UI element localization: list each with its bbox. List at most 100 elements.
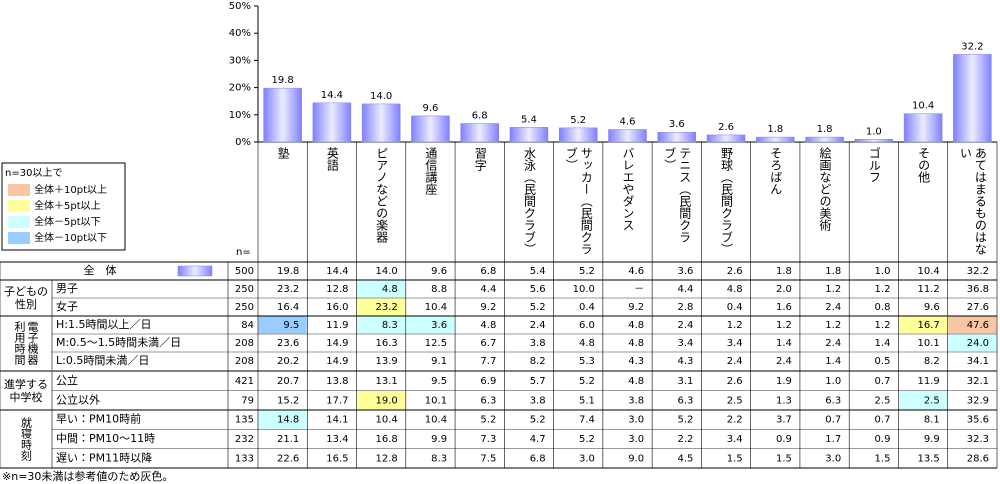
cell-value: 12.8 [376, 453, 398, 464]
cell-value: 4.8 [628, 320, 644, 331]
legend-label: 全体－10pt以下 [34, 231, 107, 244]
n-value: 250 [235, 284, 254, 295]
cell-value: 9.5 [283, 320, 299, 331]
cell-value: 3.4 [727, 434, 743, 445]
cell-value: 7.7 [480, 356, 496, 367]
cell-value: 3.6 [677, 266, 693, 277]
cell-value: 32.2 [967, 266, 989, 277]
category-label-text: 水泳（民間クラブ） [522, 147, 537, 255]
category-label: 塾 [258, 147, 307, 257]
cell-value: 0.7 [875, 376, 891, 387]
cell-highlight [898, 316, 948, 334]
bar [460, 123, 499, 143]
bar [805, 136, 844, 143]
total-bar-icon [177, 265, 213, 277]
cell-value: 36.8 [967, 284, 989, 295]
cell-value: 20.2 [277, 356, 299, 367]
category-label-text: 習字 [473, 147, 488, 171]
cell-value: 5.2 [677, 415, 693, 426]
cell-value: 6.8 [480, 266, 496, 277]
n-value: 208 [235, 338, 254, 349]
group-label: 電子機器利用時間 [0, 316, 52, 370]
cell-value: 1.0 [875, 266, 891, 277]
cell-value: 5.6 [530, 284, 546, 295]
bar-value-label: 10.4 [912, 101, 934, 112]
cell-value: 2.8 [677, 302, 693, 313]
bar-value-label: 9.6 [422, 103, 438, 114]
category-label: ピアノなどの楽器 [357, 147, 406, 257]
cell-value: 8.1 [924, 415, 940, 426]
category-label: サッカー（民間クラブ） [554, 147, 603, 257]
cell-value: 1.2 [825, 284, 841, 295]
row-label: 早い：PM10時前 [56, 412, 141, 426]
legend-title: n=30以上で [5, 167, 62, 179]
cell-value: 2.4 [825, 302, 841, 313]
bar-value-label: 32.2 [961, 41, 983, 52]
cell-value: 2.4 [776, 356, 792, 367]
cell-value: 0.9 [776, 434, 792, 445]
cell-value: 1.4 [875, 338, 891, 349]
category-label-text: 通信講座 [423, 147, 438, 195]
cell-value: 1.9 [776, 376, 792, 387]
cell-value: 2.4 [677, 320, 693, 331]
cell-value: 7.3 [480, 434, 496, 445]
cell-value: 13.4 [326, 434, 348, 445]
cell-value: 12.5 [425, 338, 447, 349]
cell-value: 1.6 [776, 302, 792, 313]
cell-value: 4.5 [677, 453, 693, 464]
category-label: 習字 [455, 147, 504, 257]
category-label: 水泳（民間クラブ） [504, 147, 553, 257]
legend-swatch [8, 200, 30, 212]
cell-value: 6.3 [480, 395, 496, 406]
cell-value: 4.8 [628, 376, 644, 387]
cell-value: 3.4 [727, 338, 743, 349]
cell-value: 12.8 [326, 284, 348, 295]
cell-value: 3.0 [628, 434, 644, 445]
cell-value: 1.2 [875, 284, 891, 295]
bar-value-label: 1.8 [767, 124, 783, 135]
category-label-text: ピアノなどの楽器 [374, 147, 389, 243]
cell-value: 0.5 [875, 356, 891, 367]
bar-value-label: 1.8 [817, 124, 833, 135]
cell-value: 1.5 [875, 453, 891, 464]
cell-highlight [948, 334, 997, 352]
cell-value: 10.0 [573, 284, 595, 295]
category-label-text: そろばん [768, 147, 783, 195]
bar [361, 103, 401, 143]
cell-value: 11.2 [917, 284, 939, 295]
cell-highlight [406, 316, 455, 334]
cell-value: 1.3 [776, 395, 792, 406]
cell-highlight [357, 316, 406, 334]
cell-value: 3.6 [431, 320, 447, 331]
row-label: 遅い：PM11時以降 [56, 450, 152, 464]
cell-value: 32.1 [967, 376, 989, 387]
cell-value: 7.5 [480, 453, 496, 464]
y-tick-label: 10% [229, 110, 251, 121]
cell-value: 3.8 [530, 338, 546, 349]
cell-value: 4.4 [480, 284, 496, 295]
cell-value: 14.4 [326, 266, 348, 277]
row-label: L:0.5時間未満／日 [56, 354, 149, 367]
cell-value: 9.9 [924, 434, 940, 445]
cell-value: 6.9 [480, 376, 496, 387]
group-label-text: 就寝時刻 [19, 416, 33, 461]
cell-value: 5.2 [530, 302, 546, 313]
cell-value: 3.0 [825, 453, 841, 464]
cell-value: 3.1 [677, 376, 693, 387]
cell-value: 6.3 [825, 395, 841, 406]
n-header: n= [236, 247, 251, 258]
cell-value: 21.1 [277, 434, 299, 445]
cell-highlight [948, 316, 997, 334]
cell-value: 8.8 [431, 284, 447, 295]
bar-value-label: 5.4 [521, 114, 537, 125]
cell-value: 16.0 [326, 302, 348, 313]
footnote: ※n=30未満は参考値のため灰色。 [2, 470, 173, 483]
bar [509, 127, 549, 143]
category-label-text: 英語 [325, 147, 340, 171]
cell-value: 10.1 [917, 338, 939, 349]
cell-value: 1.0 [825, 376, 841, 387]
cell-value: 2.0 [776, 284, 792, 295]
group-label-text: 電子機器利用時間 [13, 321, 39, 365]
cell-value: 9.6 [431, 266, 447, 277]
